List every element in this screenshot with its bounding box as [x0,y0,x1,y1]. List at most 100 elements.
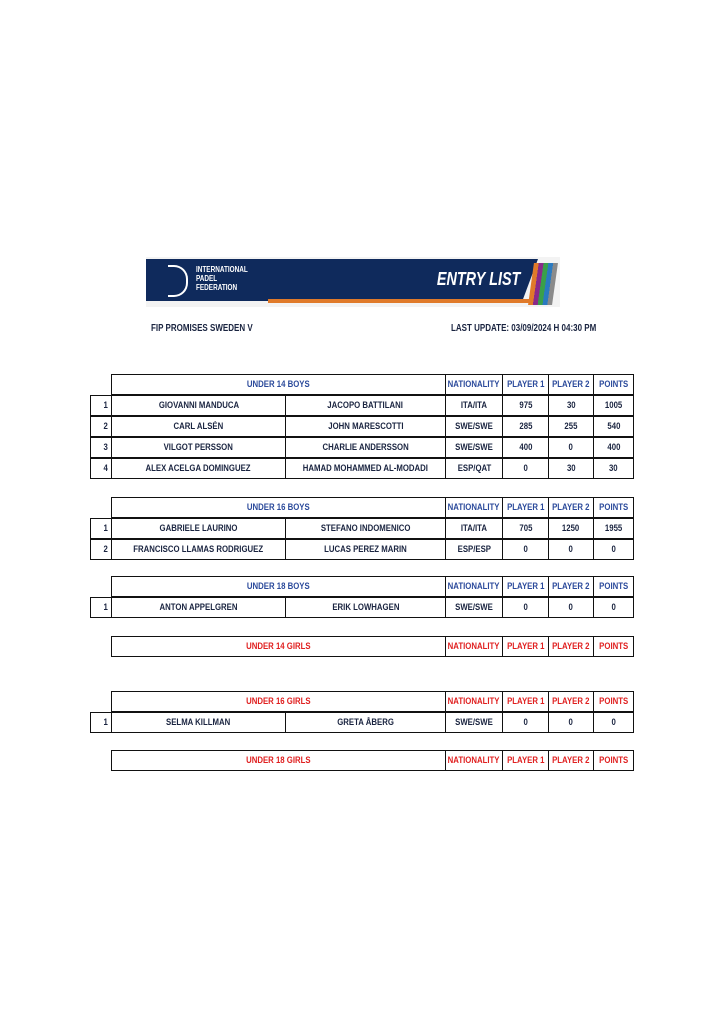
player2-points: 1250 [548,518,594,539]
rank: 1 [90,597,112,618]
player1-points: 400 [502,437,549,458]
player2-name: LUCAS PEREZ MARIN [285,539,446,560]
header-nationality: NATIONALITY [445,497,503,518]
category-title: UNDER 18 GIRLS [111,750,446,771]
header-nationality: NATIONALITY [445,636,503,657]
nationality: SWE/SWE [445,712,503,733]
table-header: UNDER 14 GIRLS NATIONALITY PLAYER 1 PLAYER … [90,636,634,657]
category-title: UNDER 16 BOYS [111,497,446,518]
rank: 1 [90,518,112,539]
player2-name: GRETA ÅBERG [285,712,446,733]
category-title: UNDER 14 GIRLS [111,636,446,657]
nationality: ESP/QAT [445,458,503,479]
nationality: SWE/SWE [445,597,503,618]
player2-name: STEFANO INDOMENICO [285,518,446,539]
category-table: UNDER 16 BOYS NATIONALITY PLAYER 1 PLAYER 2… [90,497,634,560]
player1-points: 285 [502,416,549,437]
header-points: POINTS [593,691,634,712]
total-points: 0 [593,539,634,560]
category-title: UNDER 16 GIRLS [111,691,446,712]
header-nationality: NATIONALITY [445,374,503,395]
nationality: ITA/ITA [445,395,503,416]
player2-name: JOHN MARESCOTTI [285,416,446,437]
player1-name: SELMA KILLMAN [111,712,286,733]
header-player1: PLAYER 1 [502,576,549,597]
total-points: 1955 [593,518,634,539]
header-player1: PLAYER 1 [502,750,549,771]
header-points: POINTS [593,374,634,395]
player2-points: 30 [548,458,594,479]
header-player1: PLAYER 1 [502,374,549,395]
player1-points: 0 [502,597,549,618]
header-player2: PLAYER 2 [548,497,594,518]
category-table: UNDER 14 GIRLS NATIONALITY PLAYER 1 PLAYER … [90,636,634,657]
rank: 1 [90,395,112,416]
header-nationality: NATIONALITY [445,576,503,597]
player1-name: CARL ALSÉN [111,416,286,437]
table-header: UNDER 18 BOYS NATIONALITY PLAYER 1 PLAYER 2… [90,576,634,597]
fip-logo-text: INTERNATIONAL PADEL FEDERATION [196,265,248,292]
player2-name: ERIK LOWHAGEN [285,597,446,618]
table-row: 3 VILGOT PERSSON CHARLIE ANDERSSON SWE/SWE 4… [90,437,634,458]
category-title: UNDER 14 BOYS [111,374,446,395]
rank: 3 [90,437,112,458]
table-row: 1 GIOVANNI MANDUCA JACOPO BATTILANI ITA/ITA… [90,395,634,416]
header-points: POINTS [593,750,634,771]
rank: 4 [90,458,112,479]
header-points: POINTS [593,576,634,597]
category-table: UNDER 16 GIRLS NATIONALITY PLAYER 1 PLAYER … [90,691,634,733]
rank: 1 [90,712,112,733]
player2-points: 255 [548,416,594,437]
total-points: 30 [593,458,634,479]
category-title: UNDER 18 BOYS [111,576,446,597]
player2-points: 0 [548,712,594,733]
total-points: 0 [593,597,634,618]
fip-banner: INTERNATIONAL PADEL FEDERATION ENTRY LIST [146,257,560,307]
player1-name: ANTON APPELGREN [111,597,286,618]
header-player2: PLAYER 2 [548,691,594,712]
player1-name: GIOVANNI MANDUCA [111,395,286,416]
header-player2: PLAYER 2 [548,374,594,395]
header-player1: PLAYER 1 [502,691,549,712]
header-nationality: NATIONALITY [445,691,503,712]
table-row: 4 ALEX ACELGA DOMINGUEZ HAMAD MOHAMMED AL-… [90,458,634,479]
header-player1: PLAYER 1 [502,497,549,518]
table-header: UNDER 14 BOYS NATIONALITY PLAYER 1 PLAYER 2… [90,374,634,395]
table-header: UNDER 16 BOYS NATIONALITY PLAYER 1 PLAYER 2… [90,497,634,518]
category-table: UNDER 18 BOYS NATIONALITY PLAYER 1 PLAYER 2… [90,576,634,618]
player1-points: 0 [502,539,549,560]
player2-points: 0 [548,539,594,560]
header-nationality: NATIONALITY [445,750,503,771]
player1-name: FRANCISCO LLAMAS RODRIGUEZ [111,539,286,560]
player1-points: 0 [502,712,549,733]
table-header: UNDER 16 GIRLS NATIONALITY PLAYER 1 PLAYER … [90,691,634,712]
page-title: ENTRY LIST [436,269,520,289]
total-points: 540 [593,416,634,437]
table-row: 1 GABRIELE LAURINO STEFANO INDOMENICO ITA/I… [90,518,634,539]
nationality: ESP/ESP [445,539,503,560]
player2-name: JACOPO BATTILANI [285,395,446,416]
fip-logo-icon [168,265,188,297]
total-points: 0 [593,712,634,733]
table-row: 2 CARL ALSÉN JOHN MARESCOTTI SWE/SWE 285 255 5… [90,416,634,437]
table-row: 1 SELMA KILLMAN GRETA ÅBERG SWE/SWE 0 0 0 [90,712,634,733]
player1-points: 975 [502,395,549,416]
player1-points: 705 [502,518,549,539]
player2-name: HAMAD MOHAMMED AL-MODADI [285,458,446,479]
table-row: 2 FRANCISCO LLAMAS RODRIGUEZ LUCAS PEREZ M… [90,539,634,560]
nationality: ITA/ITA [445,518,503,539]
rank: 2 [90,539,112,560]
player1-name: VILGOT PERSSON [111,437,286,458]
last-update: LAST UPDATE: 03/09/2024 H 04:30 PM [451,323,597,334]
table-row: 1 ANTON APPELGREN ERIK LOWHAGEN SWE/SWE 0 0 0 [90,597,634,618]
rank: 2 [90,416,112,437]
table-header: UNDER 18 GIRLS NATIONALITY PLAYER 1 PLAYER … [90,750,634,771]
header-points: POINTS [593,636,634,657]
player1-points: 0 [502,458,549,479]
header-points: POINTS [593,497,634,518]
player2-points: 0 [548,437,594,458]
category-table: UNDER 14 BOYS NATIONALITY PLAYER 1 PLAYER 2… [90,374,634,479]
player2-points: 0 [548,597,594,618]
tournament-name: FIP PROMISES SWEDEN V [151,323,253,334]
player1-name: GABRIELE LAURINO [111,518,286,539]
